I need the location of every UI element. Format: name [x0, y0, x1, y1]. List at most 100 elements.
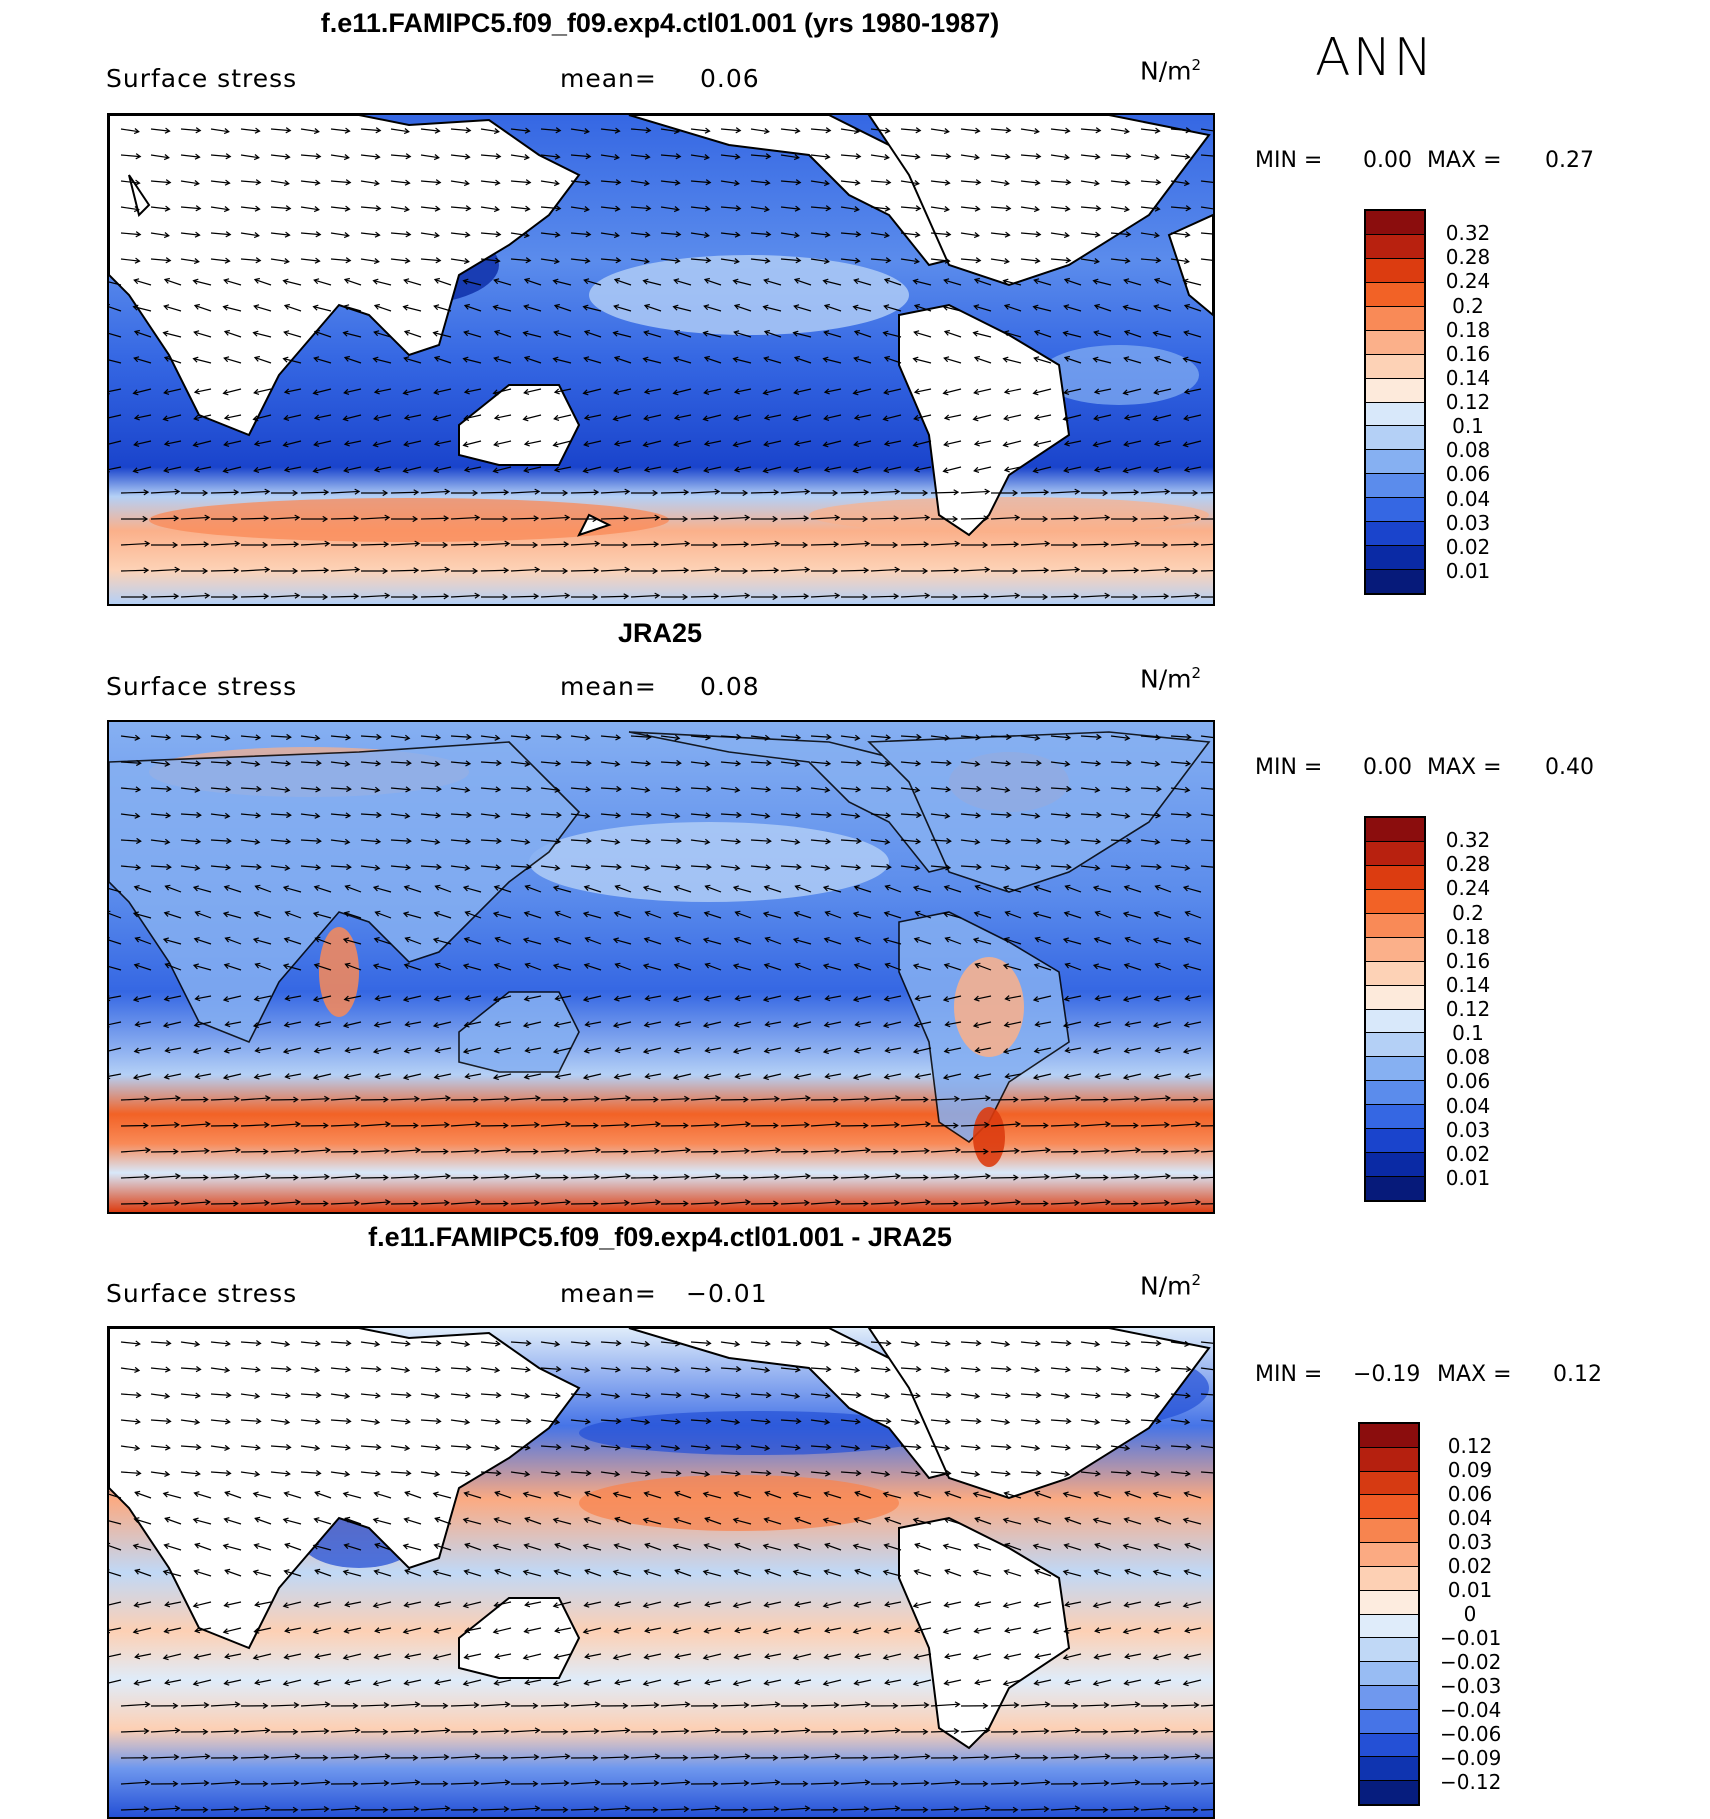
- stress-vector: [901, 1177, 928, 1178]
- stress-vector: [811, 1177, 838, 1178]
- colorbar-swatch: [1366, 1010, 1424, 1034]
- panel-1-min-label: MIN =: [1255, 148, 1322, 173]
- colorbar-swatch: [1360, 1448, 1418, 1472]
- colorbar-label: 0.01: [1438, 559, 1498, 583]
- stress-vector: [871, 596, 898, 597]
- stress-vector: [571, 492, 598, 493]
- stress-vector: [1171, 1099, 1198, 1100]
- stress-vector: [361, 1177, 388, 1178]
- colorbar-swatch: [1360, 1495, 1418, 1519]
- colorbar-label: −0.06: [1440, 1722, 1500, 1746]
- stress-vector: [691, 1151, 718, 1152]
- colorbar-label: 0.28: [1438, 245, 1498, 269]
- stress-vector: [751, 570, 778, 571]
- colorbar-swatch: [1366, 914, 1424, 938]
- stress-vector: [421, 518, 448, 519]
- stress-vector: [1051, 1151, 1078, 1152]
- stress-vector: [661, 1203, 688, 1204]
- colorbar-swatch: [1366, 235, 1424, 259]
- stress-vector: [121, 570, 148, 571]
- colorbar-swatch: [1360, 1519, 1418, 1543]
- stress-vector: [271, 1099, 298, 1100]
- stress-vector: [931, 1125, 958, 1126]
- stress-vector: [1111, 1203, 1138, 1204]
- panel-3-mean-label: mean=: [560, 1279, 657, 1308]
- colorbar-label: 0.2: [1438, 901, 1498, 925]
- stress-vector: [781, 518, 808, 519]
- stress-vector: [931, 492, 958, 493]
- stress-vector: [691, 518, 718, 519]
- colorbar-swatch: [1366, 379, 1424, 403]
- stress-vector: [841, 492, 868, 493]
- colorbar-swatch: [1366, 355, 1424, 379]
- colorbar-label: 0.04: [1438, 1094, 1498, 1118]
- panel-3-variable: Surface stress: [106, 1279, 297, 1308]
- stress-vector: [271, 544, 298, 545]
- colorbar-swatch: [1366, 1153, 1424, 1177]
- stress-vector: [601, 518, 628, 519]
- stress-vector: [241, 518, 268, 519]
- stress-vector: [271, 1177, 298, 1178]
- panel-3-stress-field: [109, 1328, 1213, 1817]
- stress-vector: [901, 1099, 928, 1100]
- colorbar-label: 0.12: [1438, 390, 1498, 414]
- panel-2-max-value: 0.40: [1545, 755, 1594, 780]
- stress-vector: [451, 1177, 478, 1178]
- colorbar-swatch: [1360, 1638, 1418, 1662]
- colorbar-label: 0.06: [1440, 1482, 1500, 1506]
- stress-vector: [1081, 544, 1108, 545]
- colorbar-swatch: [1366, 890, 1424, 914]
- stress-vector: [661, 1125, 688, 1126]
- panel-2-map: [107, 720, 1215, 1214]
- stress-vector: [241, 1151, 268, 1152]
- stress-vector: [571, 1203, 598, 1204]
- stress-vector: [421, 1151, 448, 1152]
- stress-vector: [1171, 1177, 1198, 1178]
- stress-vector: [1141, 518, 1168, 519]
- stress-vector: [211, 492, 238, 493]
- colorbar-label: 0.18: [1438, 318, 1498, 342]
- panel-3-colorbar: [1358, 1422, 1420, 1806]
- stress-vector: [781, 596, 808, 597]
- colorbar-label: 0.32: [1438, 221, 1498, 245]
- stress-vector: [511, 1151, 538, 1152]
- colorbar-label: 0.09: [1440, 1458, 1500, 1482]
- stress-vector: [481, 1203, 508, 1204]
- stress-vector: [661, 492, 688, 493]
- colorbar-label: 0.08: [1438, 438, 1498, 462]
- stress-vector: [931, 570, 958, 571]
- colorbar-swatch: [1366, 1105, 1424, 1129]
- colorbar-swatch: [1366, 938, 1424, 962]
- panel-1-min-value: 0.00: [1363, 148, 1412, 173]
- stress-vector: [601, 1151, 628, 1152]
- colorbar-label: 0.32: [1438, 828, 1498, 852]
- colorbar-swatch: [1360, 1472, 1418, 1496]
- stress-vector: [931, 1203, 958, 1204]
- stress-vector: [391, 1125, 418, 1126]
- colorbar-swatch: [1366, 211, 1424, 235]
- panel-3-max-label: MAX =: [1437, 1362, 1512, 1387]
- stress-vector: [301, 492, 328, 493]
- colorbar-swatch: [1366, 986, 1424, 1010]
- colorbar-label: 0.2: [1438, 294, 1498, 318]
- panel-3-min-label: MIN =: [1255, 1362, 1322, 1387]
- colorbar-swatch: [1360, 1567, 1418, 1591]
- colorbar-label: 0.02: [1438, 1142, 1498, 1166]
- stress-vector: [631, 1177, 658, 1178]
- stress-vector: [481, 492, 508, 493]
- panel-2-mean-label: mean=: [560, 672, 657, 701]
- stress-vector: [1021, 1125, 1048, 1126]
- stress-vector: [151, 1151, 178, 1152]
- stress-vector: [631, 1099, 658, 1100]
- stress-vector: [481, 1125, 508, 1126]
- stress-vector: [391, 570, 418, 571]
- colorbar-swatch: [1366, 1033, 1424, 1057]
- stress-vector: [781, 1151, 808, 1152]
- colorbar-label: 0.1: [1438, 414, 1498, 438]
- colorbar-label: 0.08: [1438, 1045, 1498, 1069]
- panel-2-stress-field: [109, 722, 1213, 1212]
- stress-vector: [841, 1203, 868, 1204]
- panel-3-max-value: 0.12: [1553, 1362, 1602, 1387]
